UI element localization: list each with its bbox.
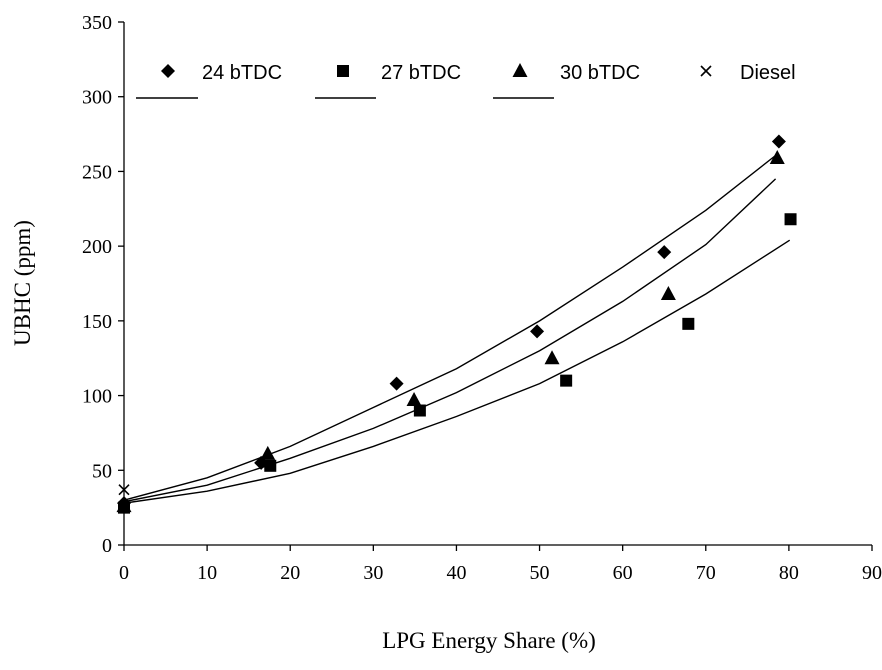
y-tick-label: 150 [82,311,112,333]
x-tick-label: 30 [363,562,383,584]
x-tick-label: 50 [530,562,550,584]
y-tick-label: 50 [92,460,112,482]
legend-marker-24-btdc [161,64,175,78]
data-point-27-btdc [413,404,426,417]
x-tick-label: 40 [446,562,466,584]
y-tick-label: 200 [82,236,112,258]
x-tick-label: 80 [779,562,799,584]
data-point-30-btdc [660,285,676,300]
legend-marker-diesel [700,65,712,77]
y-axis-title: UBHC (ppm) [10,220,35,346]
data-point-24-btdc [771,134,786,149]
x-tick-label: 90 [862,562,882,584]
trend-line-27-btdc [123,239,791,504]
legend-label-27-btdc: 27 bTDC [381,62,461,84]
axes: 0 50 100 150 200 250 300 350 0 10 20 30 40 50 60 70 80 90 [82,12,882,584]
data-points [116,134,797,514]
y-tick-label: 350 [82,12,112,34]
x-tick-label: 10 [197,562,217,584]
data-point-27-btdc [784,213,797,226]
legend-label-30-btdc: 30 bTDC [560,62,640,84]
x-tick-label: 0 [119,562,129,584]
y-tick-label: 250 [82,161,112,183]
data-point-30-btdc [769,149,785,164]
legend-marker-27-btdc [337,65,349,77]
legend: 24 bTDC 27 bTDC 30 bTDC Diesel [136,62,796,99]
y-tick-label: 100 [82,386,112,408]
data-point-27-btdc [264,459,277,472]
data-point-30-btdc [406,392,422,407]
x-axis-title: LPG Energy Share (%) [382,628,596,653]
data-point-27-btdc [682,317,695,330]
legend-marker-30-btdc [512,63,528,77]
data-point-30-btdc [260,445,276,460]
x-tick-label: 20 [280,562,300,584]
legend-label-diesel: Diesel [740,62,796,84]
x-marker-stroke [700,65,712,77]
x-marker-stroke [118,484,130,496]
x-tick-label: 60 [613,562,633,584]
x-tick-label: 70 [696,562,716,584]
y-tick-label: 0 [102,535,112,557]
data-point-30-btdc [544,350,560,365]
data-point-30-btdc [116,498,132,513]
trend-lines [123,152,791,504]
legend-label-24-btdc: 24 bTDC [202,62,282,84]
y-tick-label: 300 [82,87,112,109]
data-point-24-btdc [530,324,545,339]
data-point-diesel [118,484,130,496]
data-point-24-btdc [389,376,404,391]
data-point-27-btdc [560,374,573,387]
trend-line-24-btdc [123,152,779,501]
trend-line-30-btdc [123,178,777,503]
data-point-24-btdc [657,245,672,260]
